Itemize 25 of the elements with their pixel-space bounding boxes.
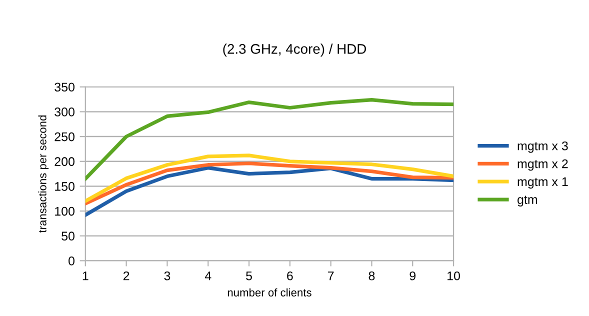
x-tick-label: 4 — [204, 272, 212, 280]
x-tick-label: 5 — [246, 272, 252, 280]
y-tick-label: 50 — [62, 232, 74, 241]
x-tick-label: 8 — [368, 271, 375, 280]
y-tick-label: 300 — [54, 108, 74, 116]
y-tick-label: 100 — [55, 206, 74, 216]
y-tick-label: 250 — [54, 132, 74, 142]
x-tick-label: 6 — [287, 271, 293, 280]
x-axis-title: number of clients — [228, 288, 312, 296]
legend-label: mgtm x 1 — [518, 177, 568, 189]
y-tick-label: 150 — [55, 182, 74, 191]
x-tick-label: 9 — [410, 271, 416, 280]
x-tick-label: 1 — [82, 272, 88, 280]
y-tick-label: 200 — [54, 157, 74, 166]
legend-label: mgtm x 3 — [518, 141, 568, 153]
y-tick-label: 350 — [54, 82, 74, 92]
x-tick-label: 7 — [328, 272, 334, 280]
legend-label: gtm — [518, 196, 538, 206]
x-tick-label: 10 — [448, 271, 460, 280]
x-tick-label: 3 — [164, 271, 170, 280]
x-tick-label: 2 — [123, 271, 130, 280]
y-axis-title: transactions per second — [38, 116, 49, 233]
legend-label: mgtm x 2 — [518, 159, 568, 171]
chart-subtitle: (2.3 GHz, 4core) / HDD — [223, 44, 366, 57]
y-tick-label: 0 — [68, 256, 74, 266]
